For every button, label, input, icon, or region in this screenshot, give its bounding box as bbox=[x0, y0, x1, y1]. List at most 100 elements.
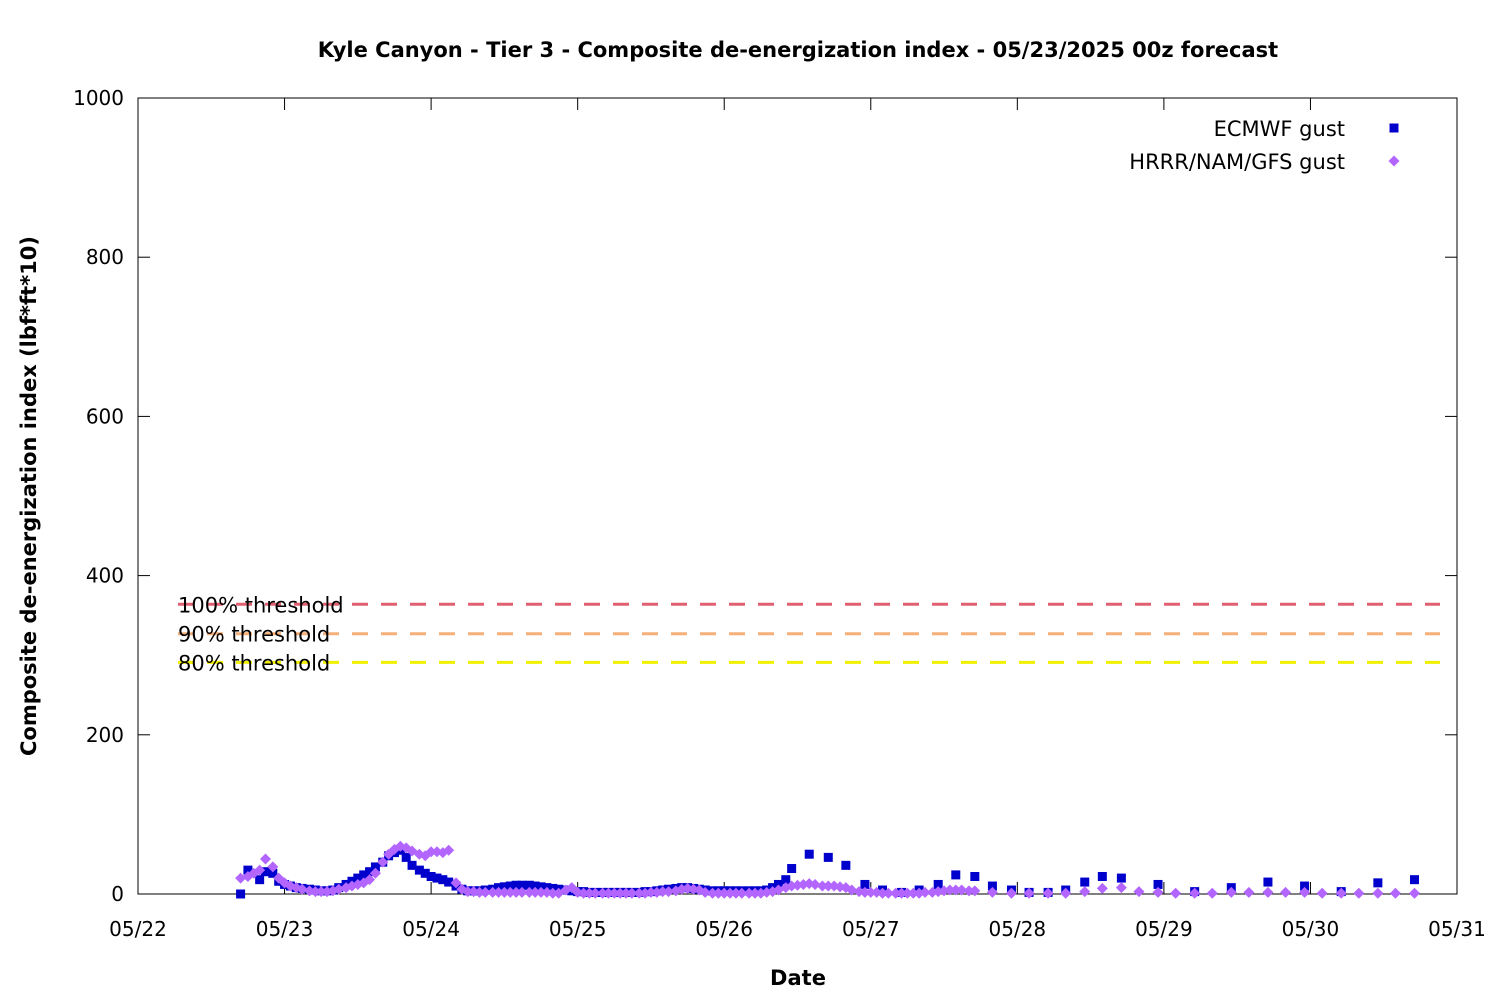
data-point bbox=[1042, 887, 1054, 899]
series-hrrr-nam-gfs bbox=[235, 840, 1420, 899]
data-point bbox=[353, 873, 363, 883]
data-point bbox=[1373, 878, 1383, 888]
data-point bbox=[809, 878, 821, 890]
data-point bbox=[450, 877, 462, 889]
data-point bbox=[633, 887, 645, 899]
data-point bbox=[377, 856, 389, 868]
data-point bbox=[498, 886, 510, 898]
data-point bbox=[730, 887, 742, 899]
data-point bbox=[420, 868, 430, 878]
x-tick-label: 05/31 bbox=[1428, 917, 1486, 941]
data-point bbox=[1389, 887, 1401, 899]
y-tick-label: 1000 bbox=[73, 86, 124, 110]
data-point bbox=[657, 886, 669, 898]
data-point bbox=[426, 871, 436, 881]
y-tick-label: 400 bbox=[86, 564, 124, 588]
data-point bbox=[846, 884, 858, 896]
data-point bbox=[583, 887, 595, 899]
data-point bbox=[578, 887, 590, 899]
data-point bbox=[877, 887, 889, 899]
y-axis: 0 200 400 600 800 1000 bbox=[73, 86, 1457, 906]
data-point bbox=[432, 873, 442, 883]
data-point bbox=[986, 886, 998, 898]
data-point bbox=[523, 886, 535, 898]
data-point bbox=[749, 887, 761, 899]
data-point bbox=[663, 886, 675, 898]
data-point bbox=[1170, 887, 1182, 899]
legend-label: ECMWF gust bbox=[1214, 117, 1345, 141]
data-point bbox=[505, 881, 515, 891]
data-point bbox=[859, 886, 871, 898]
data-point bbox=[1408, 887, 1420, 899]
x-axis-label: Date bbox=[770, 966, 826, 990]
data-point bbox=[369, 867, 381, 879]
data-point bbox=[712, 887, 724, 899]
data-point bbox=[1372, 887, 1384, 899]
data-point bbox=[956, 884, 968, 896]
data-point bbox=[865, 886, 877, 898]
data-point bbox=[1299, 886, 1311, 898]
data-point bbox=[1280, 886, 1292, 898]
data-point bbox=[816, 880, 828, 892]
data-point bbox=[364, 874, 376, 886]
data-point bbox=[535, 886, 547, 898]
data-point bbox=[773, 879, 783, 889]
y-axis-label: Composite de-energization index (lbf*ft*… bbox=[17, 236, 41, 756]
data-point bbox=[602, 887, 614, 899]
data-point bbox=[444, 877, 454, 887]
data-point bbox=[248, 867, 260, 879]
data-point bbox=[970, 871, 980, 881]
plot-frame bbox=[137, 97, 1458, 895]
data-point bbox=[933, 879, 943, 889]
data-point bbox=[443, 844, 455, 856]
data-point bbox=[597, 887, 609, 899]
data-point bbox=[1206, 887, 1218, 899]
data-point bbox=[1189, 887, 1201, 899]
threshold-label: 80% threshold bbox=[178, 651, 330, 675]
data-point bbox=[1243, 886, 1255, 898]
data-point bbox=[1097, 871, 1107, 881]
data-point bbox=[987, 881, 997, 891]
data-point bbox=[1060, 887, 1072, 899]
data-point bbox=[1409, 875, 1419, 885]
x-tick-label: 05/29 bbox=[1135, 917, 1193, 941]
data-point bbox=[309, 886, 321, 898]
data-point bbox=[1116, 873, 1126, 883]
data-point bbox=[236, 889, 246, 899]
data-point bbox=[536, 882, 546, 892]
data-point bbox=[896, 887, 908, 899]
chart-title: Kyle Canyon - Tier 3 - Composite de-ener… bbox=[318, 38, 1278, 62]
data-point bbox=[787, 864, 797, 874]
data-point bbox=[365, 867, 375, 877]
data-point bbox=[589, 887, 601, 899]
x-axis: 05/22 05/23 05/24 05/25 05/26 05/27 05/28 05/29… bbox=[109, 98, 1486, 941]
data-point bbox=[620, 887, 632, 899]
data-point bbox=[951, 870, 961, 880]
data-point bbox=[919, 886, 931, 898]
data-point bbox=[254, 864, 266, 876]
data-point bbox=[804, 849, 814, 859]
data-point bbox=[267, 861, 279, 873]
y-tick-label: 600 bbox=[86, 404, 124, 428]
x-tick-label: 05/22 bbox=[109, 917, 167, 941]
data-point bbox=[743, 887, 755, 899]
data-point bbox=[1263, 877, 1273, 887]
data-point bbox=[547, 887, 559, 899]
series-layer bbox=[235, 840, 1420, 899]
data-point bbox=[414, 865, 424, 875]
data-point bbox=[1262, 886, 1274, 898]
data-point bbox=[890, 887, 902, 899]
data-point bbox=[359, 870, 369, 880]
data-point bbox=[950, 884, 962, 896]
data-point bbox=[516, 886, 528, 898]
data-point bbox=[882, 887, 894, 899]
data-point bbox=[510, 886, 522, 898]
data-point bbox=[1335, 887, 1347, 899]
threshold-lines: 100% threshold 90% threshold 80% threshold bbox=[178, 593, 1440, 675]
legend-marker-square bbox=[1389, 123, 1399, 133]
data-point bbox=[438, 875, 448, 885]
data-point bbox=[530, 881, 540, 891]
legend-marker-diamond bbox=[1388, 155, 1400, 167]
